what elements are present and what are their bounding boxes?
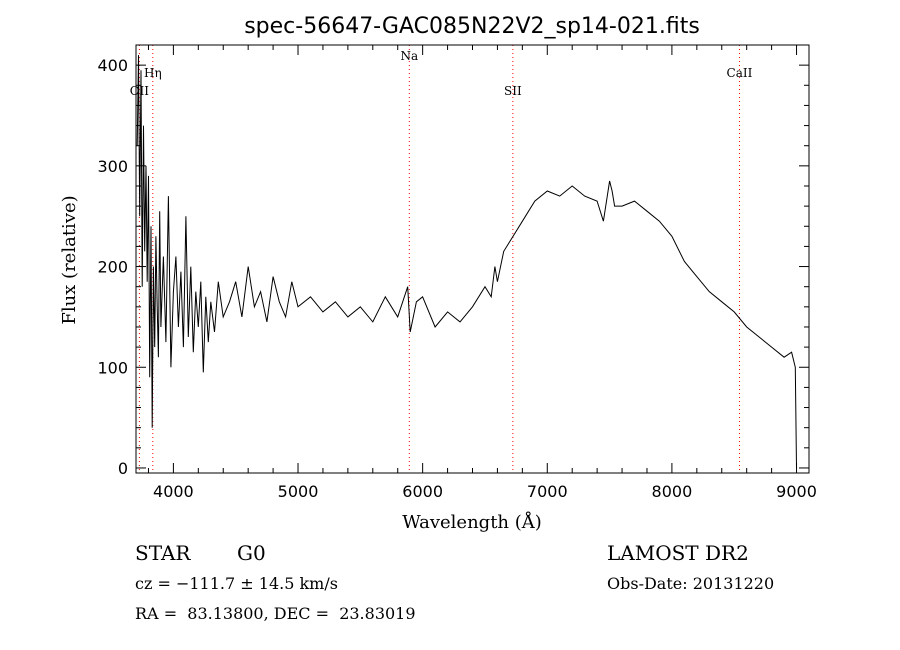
plot-frame: [135, 44, 810, 474]
x-tick-label-4: 8000: [652, 482, 693, 501]
y-tick-label-3: 300: [97, 157, 128, 176]
x-axis-label: Wavelength (Å): [402, 511, 542, 533]
survey-name: LAMOST DR2: [607, 541, 749, 565]
spectrum-series: [136, 55, 797, 469]
x-tick-label-5: 9000: [776, 482, 817, 501]
observation-date: Obs-Date: 20131220: [607, 574, 775, 593]
line-label-2: Na: [400, 49, 418, 63]
object-class: STAR: [135, 541, 191, 565]
x-tick-label-0: 4000: [153, 482, 194, 501]
spectrum-line-0: [136, 55, 797, 469]
line-label-0: OII: [130, 84, 150, 98]
coordinates: RA = 83.13800, DEC = 23.83019: [135, 604, 416, 623]
y-tick-label-2: 200: [97, 258, 128, 277]
axes: [135, 44, 810, 474]
redshift-velocity: cz = −111.7 ± 14.5 km/s: [135, 574, 338, 593]
chart-title: spec-56647-GAC085N22V2_sp14-021.fits: [244, 14, 700, 39]
x-tick-label-2: 6000: [402, 482, 443, 501]
line-markers: OII Hη Na SII CaII: [130, 45, 753, 473]
x-tick-label-1: 5000: [278, 482, 319, 501]
line-label-4: CaII: [727, 66, 753, 80]
x-tick-label-3: 7000: [527, 482, 568, 501]
y-tick-label-1: 100: [97, 358, 128, 377]
line-label-3: SII: [504, 84, 522, 98]
object-subclass: G0: [237, 541, 266, 565]
tick-labels: 4000 5000 6000 7000 8000 9000 0 100 200 300 400: [97, 56, 816, 501]
y-tick-label-4: 400: [97, 56, 128, 75]
y-axis-label: Flux (relative): [59, 195, 80, 324]
line-label-1: Hη: [144, 66, 162, 80]
y-tick-label-0: 0: [118, 459, 128, 478]
